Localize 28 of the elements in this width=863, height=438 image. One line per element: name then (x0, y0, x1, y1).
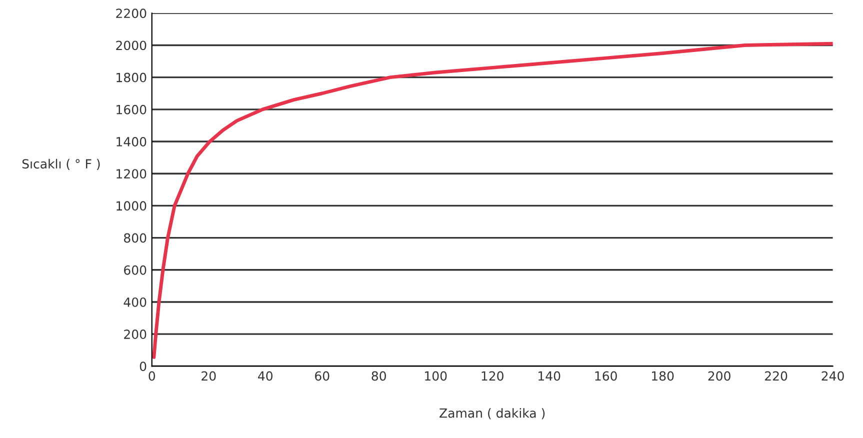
x-tick-label: 200 (708, 371, 730, 381)
y-tick-label: 800 (124, 233, 146, 243)
y-tick-label: 0 (140, 362, 146, 372)
x-tick-label: 180 (652, 371, 674, 381)
x-tick-label: 80 (372, 371, 386, 381)
x-tick-label: 40 (258, 371, 272, 381)
y-tick-label: 2000 (116, 40, 146, 50)
y-axis-title: Sıcaklı ( ° F ) (22, 158, 100, 170)
x-tick-label: 100 (425, 371, 447, 381)
y-tick-label: 1000 (116, 201, 146, 211)
y-tick-label: 1600 (116, 104, 146, 114)
y-tick-label: 2200 (116, 8, 146, 18)
x-tick-label: 60 (315, 371, 330, 381)
y-tick-label: 600 (124, 265, 146, 275)
x-tick-label: 120 (482, 371, 504, 381)
x-axis-title: Zaman ( dakika ) (440, 408, 545, 420)
y-tick-label: 200 (124, 330, 146, 339)
x-tick-label: 140 (538, 371, 560, 381)
x-tick-label: 240 (822, 371, 844, 381)
x-tick-label: 220 (765, 371, 788, 381)
y-tick-label: 400 (124, 297, 146, 307)
y-tick-label: 1200 (116, 169, 146, 179)
y-tick-label: 1400 (116, 136, 146, 146)
x-tick-label: 20 (202, 371, 216, 381)
line-series (152, 42, 833, 359)
x-tick-label: 160 (595, 371, 617, 381)
y-tick-label: 1800 (116, 72, 146, 82)
x-tick-label: 0 (148, 371, 156, 381)
